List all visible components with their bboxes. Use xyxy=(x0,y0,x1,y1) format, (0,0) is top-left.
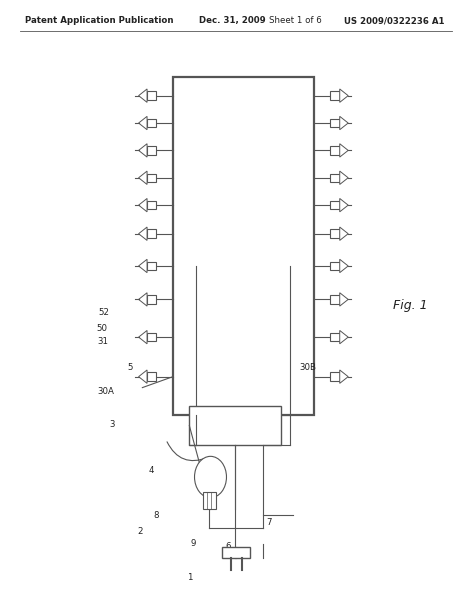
Polygon shape xyxy=(138,199,147,212)
Bar xyxy=(147,262,156,270)
Text: 6: 6 xyxy=(225,543,231,552)
Polygon shape xyxy=(340,144,348,157)
Bar xyxy=(147,201,156,210)
Bar xyxy=(147,146,156,155)
Bar xyxy=(330,119,340,127)
Bar xyxy=(330,372,340,381)
Bar xyxy=(189,406,281,445)
Text: 8: 8 xyxy=(154,511,159,520)
Bar xyxy=(222,547,250,558)
Bar xyxy=(147,174,156,182)
Bar xyxy=(330,230,340,238)
Text: 30B: 30B xyxy=(299,363,316,372)
Text: Dec. 31, 2009: Dec. 31, 2009 xyxy=(199,16,265,25)
Bar xyxy=(173,78,314,415)
Polygon shape xyxy=(340,293,348,306)
Bar xyxy=(330,146,340,155)
Text: 31: 31 xyxy=(97,337,108,346)
Bar xyxy=(330,295,340,304)
Bar xyxy=(147,295,156,304)
Polygon shape xyxy=(138,171,147,185)
Bar xyxy=(147,92,156,100)
Text: 50: 50 xyxy=(96,324,107,333)
Bar xyxy=(147,333,156,342)
Polygon shape xyxy=(340,370,348,383)
Polygon shape xyxy=(340,89,348,103)
Text: US 2009/0322236 A1: US 2009/0322236 A1 xyxy=(345,16,445,25)
Polygon shape xyxy=(340,171,348,185)
Bar xyxy=(147,372,156,381)
Text: 4: 4 xyxy=(149,466,155,475)
Text: 5: 5 xyxy=(128,363,133,372)
Text: Patent Application Publication: Patent Application Publication xyxy=(25,16,173,25)
Polygon shape xyxy=(340,227,348,240)
Polygon shape xyxy=(138,370,147,383)
Bar xyxy=(147,119,156,127)
Text: 30A: 30A xyxy=(97,387,114,397)
Bar xyxy=(202,492,216,509)
Text: 1: 1 xyxy=(187,574,192,582)
Polygon shape xyxy=(138,89,147,103)
Polygon shape xyxy=(138,259,147,273)
Bar xyxy=(147,230,156,238)
Text: 3: 3 xyxy=(109,420,115,428)
Text: Sheet 1 of 6: Sheet 1 of 6 xyxy=(269,16,322,25)
Circle shape xyxy=(194,456,227,498)
Polygon shape xyxy=(138,331,147,344)
Polygon shape xyxy=(340,259,348,273)
Bar xyxy=(330,333,340,342)
Polygon shape xyxy=(340,116,348,130)
Text: 52: 52 xyxy=(98,309,109,317)
Text: 7: 7 xyxy=(266,518,272,527)
Text: Fig. 1: Fig. 1 xyxy=(393,299,428,312)
Bar xyxy=(330,92,340,100)
Polygon shape xyxy=(340,331,348,344)
Polygon shape xyxy=(138,116,147,130)
Bar xyxy=(330,201,340,210)
Polygon shape xyxy=(138,144,147,157)
Polygon shape xyxy=(138,227,147,240)
Polygon shape xyxy=(340,199,348,212)
Text: 2: 2 xyxy=(137,527,143,536)
Bar xyxy=(330,262,340,270)
Polygon shape xyxy=(138,293,147,306)
Text: 9: 9 xyxy=(191,540,196,549)
Bar xyxy=(330,174,340,182)
